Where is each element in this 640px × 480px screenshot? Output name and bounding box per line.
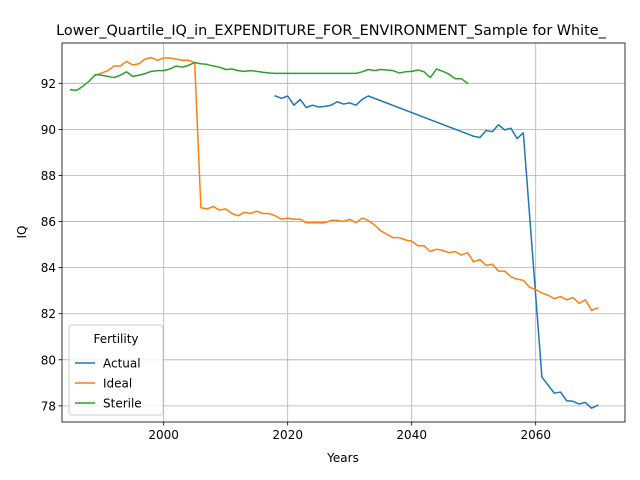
y-tick-label: 84 — [41, 261, 56, 275]
legend: Fertility Actual Ideal Sterile — [69, 325, 163, 415]
y-tick-label: 86 — [41, 215, 56, 229]
y-tick-label: 80 — [41, 353, 56, 367]
y-axis-label: IQ — [15, 226, 29, 239]
x-tick-label: 2060 — [520, 428, 551, 442]
y-tick-label: 88 — [41, 169, 56, 183]
x-tick-label: 2000 — [148, 428, 179, 442]
legend-label-ideal: Ideal — [103, 377, 132, 391]
y-tick-label: 90 — [41, 123, 56, 137]
legend-title: Fertility — [93, 332, 138, 346]
y-tick-label: 78 — [41, 399, 56, 413]
x-tick-label: 2040 — [396, 428, 427, 442]
x-tick-label: 2020 — [272, 428, 303, 442]
chart-title: Lower_Quartile_IQ_in_EXPENDITURE_FOR_ENV… — [56, 23, 607, 39]
legend-label-actual: Actual — [103, 357, 141, 371]
legend-label-sterile: Sterile — [103, 397, 142, 411]
y-tick-label: 82 — [41, 307, 56, 321]
x-axis-label: Years — [326, 451, 359, 465]
y-tick-label: 92 — [41, 77, 56, 91]
